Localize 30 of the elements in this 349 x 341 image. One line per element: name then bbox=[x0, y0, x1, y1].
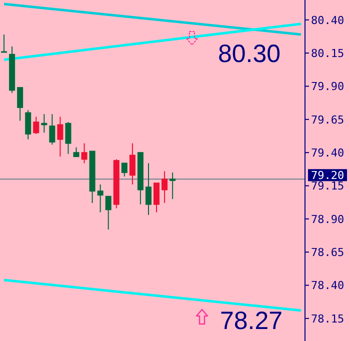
y-tick-label: 78.65 bbox=[311, 246, 344, 260]
candlestick bbox=[162, 170, 168, 204]
annotation: 78.27 bbox=[220, 307, 283, 336]
y-tick-label: 78.15 bbox=[311, 312, 344, 326]
ref-line-label: 79.20 bbox=[311, 169, 344, 182]
candlestick bbox=[25, 110, 32, 140]
candlestick bbox=[97, 184, 104, 213]
y-tick-label: 79.90 bbox=[311, 80, 344, 94]
candlestick bbox=[73, 146, 80, 158]
candlestick bbox=[154, 182, 160, 213]
y-tick-label: 79.40 bbox=[311, 146, 344, 160]
candlestick bbox=[57, 116, 64, 158]
y-tick-label: 80.40 bbox=[311, 14, 344, 27]
candlestick bbox=[17, 87, 24, 122]
candlestick bbox=[170, 172, 176, 200]
y-tick-label: 78.40 bbox=[311, 279, 344, 292]
candlestick bbox=[81, 142, 88, 164]
y-tick-label: 80.15 bbox=[311, 46, 344, 60]
candlestick bbox=[1, 34, 8, 53]
candlestick bbox=[33, 116, 40, 135]
candlestick bbox=[105, 196, 112, 230]
candlestick bbox=[129, 142, 136, 185]
candlestick bbox=[49, 114, 56, 146]
candlestick bbox=[65, 122, 72, 154]
candlestick bbox=[145, 162, 152, 216]
y-tick-label: 79.15 bbox=[311, 180, 344, 193]
annotation: 80.30 bbox=[218, 40, 281, 69]
candlestick bbox=[121, 162, 128, 177]
y-tick-label: 79.65 bbox=[311, 113, 344, 126]
y-tick-label: 78.90 bbox=[311, 212, 344, 226]
